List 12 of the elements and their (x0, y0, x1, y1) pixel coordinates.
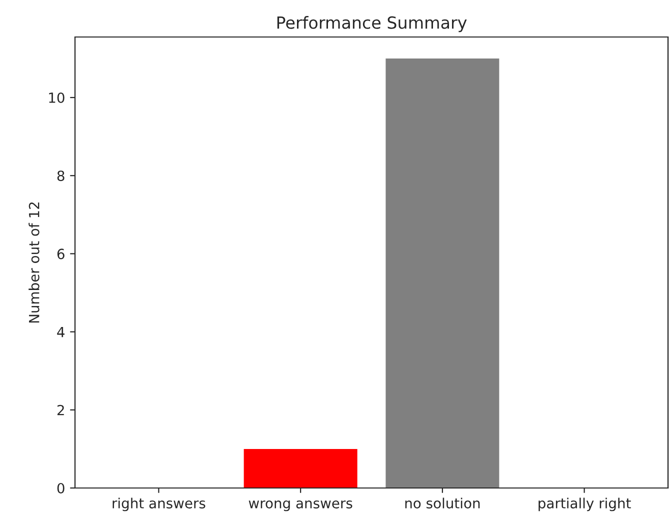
y-tick-label: 0 (57, 482, 64, 494)
x-tick-label: no solution (405, 498, 480, 508)
x-tick-label: partially right (538, 498, 631, 512)
y-tick-label: 4 (57, 326, 64, 338)
x-tick-label: right answers (112, 498, 206, 512)
y-tick-label: 10 (49, 92, 64, 103)
y-axis-title: Number out of 12 (28, 202, 40, 323)
y-tick-label: 8 (57, 170, 64, 182)
chart-title: Performance Summary (277, 16, 467, 32)
y-tick-label: 2 (57, 404, 64, 416)
x-tick-label: wrong answers (248, 500, 352, 512)
y-tick-label: 6 (57, 248, 64, 260)
